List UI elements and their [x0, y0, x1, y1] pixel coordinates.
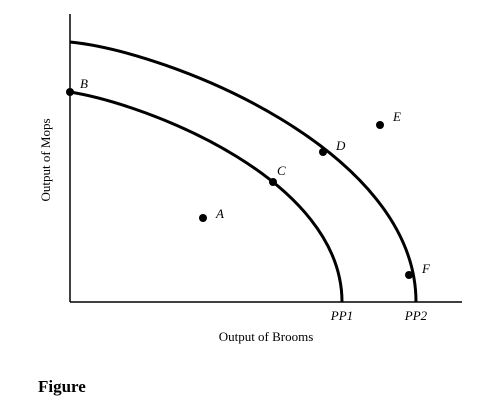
curve-label: PP2 — [404, 308, 428, 323]
point — [405, 271, 413, 279]
curve-pp2 — [69, 40, 418, 303]
caption: Figure — [38, 377, 86, 396]
point — [376, 121, 384, 129]
point-label: F — [421, 261, 431, 276]
point-label: B — [80, 76, 88, 91]
y-axis-label: Output of Mops — [38, 118, 53, 201]
axes — [69, 14, 462, 303]
point-label: C — [277, 163, 286, 178]
point-label: D — [335, 138, 346, 153]
point-label: A — [215, 206, 224, 221]
point-label: E — [392, 109, 401, 124]
point — [66, 88, 74, 96]
curve-pp1 — [69, 90, 344, 303]
curve-label: PP1 — [330, 308, 353, 323]
point — [319, 148, 327, 156]
points — [66, 88, 413, 279]
x-axis-label: Output of Brooms — [219, 329, 314, 344]
point — [269, 178, 277, 186]
point — [199, 214, 207, 222]
